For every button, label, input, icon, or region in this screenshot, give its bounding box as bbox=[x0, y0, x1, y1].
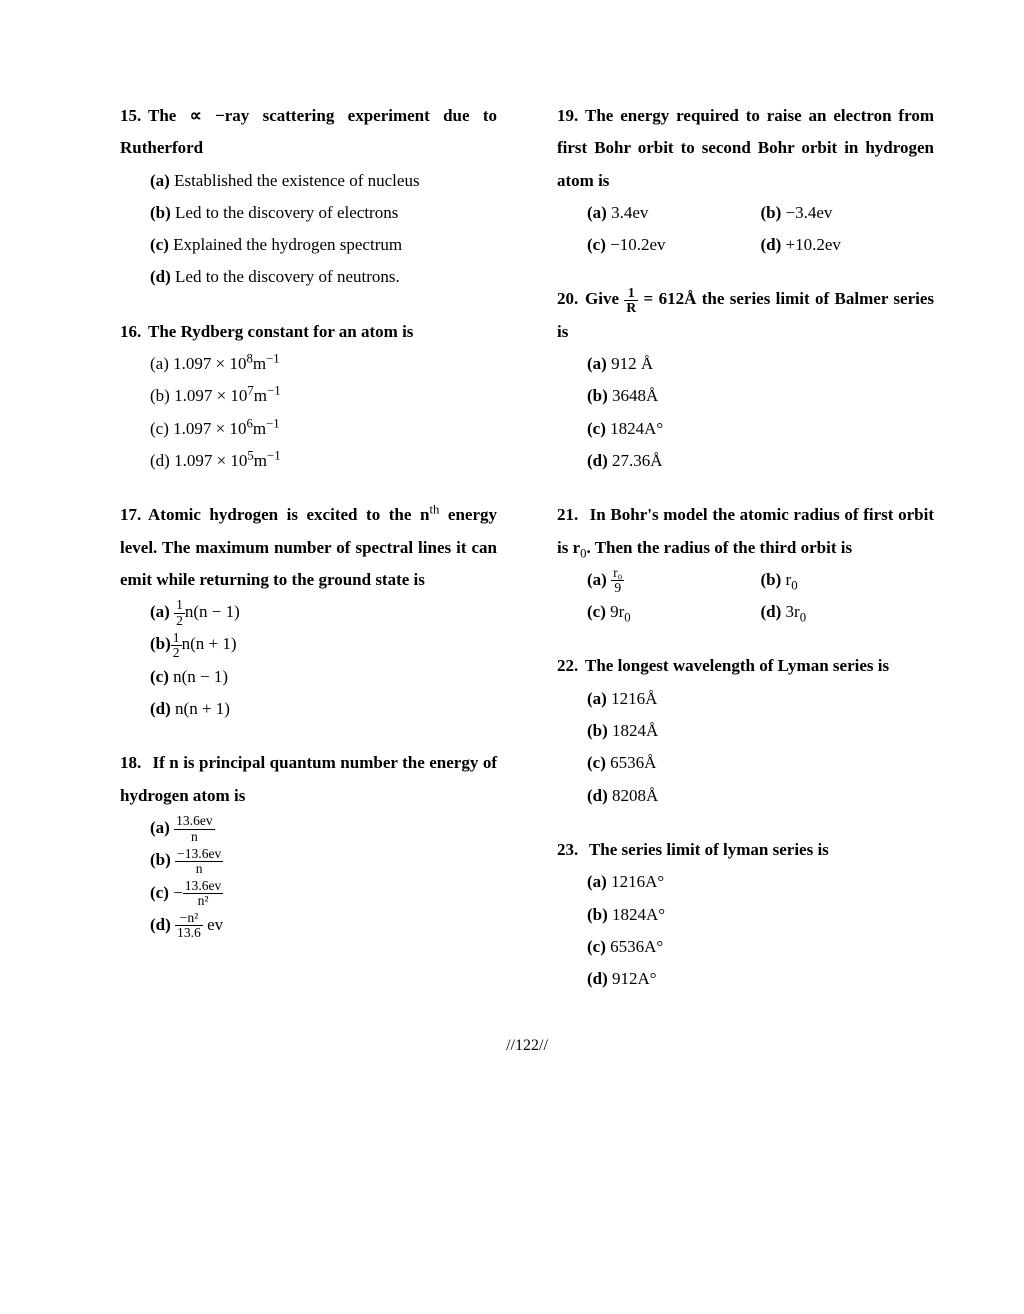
q17-opt-a: (a) 12n(n − 1) bbox=[150, 596, 497, 628]
columns: 15.The ∝ −ray scattering experiment due … bbox=[120, 100, 934, 1017]
right-column: 19.The energy required to raise an elect… bbox=[557, 100, 934, 1017]
q20-opt-b: (b) 3648Å bbox=[587, 380, 934, 412]
q21-options-row1: (a) r₀9 (b) r0 bbox=[557, 564, 934, 596]
page: 15.The ∝ −ray scattering experiment due … bbox=[0, 0, 1024, 1095]
question-18: 18. If n is principal quantum number the… bbox=[120, 747, 497, 941]
q17-options: (a) 12n(n − 1) (b)12n(n + 1) (c) n(n − 1… bbox=[120, 596, 497, 725]
q19-opt-b: (b) −3.4ev bbox=[761, 197, 935, 229]
q20-num: 20. bbox=[557, 283, 585, 315]
q21-opt-b: (b) r0 bbox=[761, 564, 935, 596]
q20-options: (a) 912 Å (b) 3648Å (c) 1824A° (d) 27.36… bbox=[557, 348, 934, 477]
q16-opt-c: (c) 1.097 × 106m−1 bbox=[150, 413, 497, 445]
q21-num: 21. bbox=[557, 499, 585, 531]
q16-opt-d: (d) 1.097 × 105m−1 bbox=[150, 445, 497, 477]
question-20: 20.Give 1R = 612Å the series limit of Ba… bbox=[557, 283, 934, 477]
q23-options: (a) 1216A° (b) 1824A° (c) 6536A° (d) 912… bbox=[557, 866, 934, 995]
q23-opt-d: (d) 912A° bbox=[587, 963, 934, 995]
q16-opt-a: (a) 1.097 × 108m−1 bbox=[150, 348, 497, 380]
q18-stem: 18. If n is principal quantum number the… bbox=[120, 747, 497, 812]
q15-num: 15. bbox=[120, 100, 148, 132]
q17-opt-b: (b)12n(n + 1) bbox=[150, 628, 497, 660]
question-16: 16.The Rydberg constant for an atom is (… bbox=[120, 316, 497, 477]
q15-opt-a: (a) Established the existence of nucleus bbox=[150, 165, 497, 197]
q19-opt-c: (c) −10.2ev bbox=[587, 229, 761, 261]
q23-opt-a: (a) 1216A° bbox=[587, 866, 934, 898]
q15-opt-b: (b) Led to the discovery of electrons bbox=[150, 197, 497, 229]
q17-num: 17. bbox=[120, 499, 148, 531]
q22-opt-d: (d) 8208Å bbox=[587, 780, 934, 812]
q19-opt-d: (d) +10.2ev bbox=[761, 229, 935, 261]
q21-opt-d: (d) 3r0 bbox=[761, 596, 935, 628]
q20-opt-a: (a) 912 Å bbox=[587, 348, 934, 380]
q15-opt-d: (d) Led to the discovery of neutrons. bbox=[150, 261, 497, 293]
q18-options: (a) 13.6evn (b) −13.6evn (c) −13.6evn² (… bbox=[120, 812, 497, 941]
q22-opt-b: (b) 1824Å bbox=[587, 715, 934, 747]
q22-opt-c: (c) 6536Å bbox=[587, 747, 934, 779]
q22-text: The longest wavelength of Lyman series i… bbox=[585, 656, 889, 675]
q19-options-row2: (c) −10.2ev (d) +10.2ev bbox=[557, 229, 934, 261]
q19-text: The energy required to raise an electron… bbox=[557, 106, 934, 190]
q15-opt-c: (c) Explained the hydrogen spectrum bbox=[150, 229, 497, 261]
q15-text: The ∝ −ray scattering experiment due to … bbox=[120, 106, 497, 157]
q23-num: 23. bbox=[557, 834, 585, 866]
q17-opt-d: (d) n(n + 1) bbox=[150, 693, 497, 725]
q20-opt-d: (d) 27.36Å bbox=[587, 445, 934, 477]
q23-text: The series limit of lyman series is bbox=[585, 840, 829, 859]
q16-num: 16. bbox=[120, 316, 148, 348]
q16-stem: 16.The Rydberg constant for an atom is bbox=[120, 316, 497, 348]
q17-stem: 17.Atomic hydrogen is excited to the nth… bbox=[120, 499, 497, 596]
q23-opt-c: (c) 6536A° bbox=[587, 931, 934, 963]
q20-stem: 20.Give 1R = 612Å the series limit of Ba… bbox=[557, 283, 934, 348]
q16-options: (a) 1.097 × 108m−1 (b) 1.097 × 107m−1 (c… bbox=[120, 348, 497, 477]
q19-stem: 19.The energy required to raise an elect… bbox=[557, 100, 934, 197]
question-19: 19.The energy required to raise an elect… bbox=[557, 100, 934, 261]
q21-options-row2: (c) 9r0 (d) 3r0 bbox=[557, 596, 934, 628]
q19-num: 19. bbox=[557, 100, 585, 132]
page-footer: //122// bbox=[120, 1037, 934, 1055]
question-15: 15.The ∝ −ray scattering experiment due … bbox=[120, 100, 497, 294]
q16-text: The Rydberg constant for an atom is bbox=[148, 322, 413, 341]
q21-opt-a: (a) r₀9 bbox=[587, 564, 761, 596]
left-column: 15.The ∝ −ray scattering experiment due … bbox=[120, 100, 497, 1017]
q18-num: 18. bbox=[120, 747, 148, 779]
q22-opt-a: (a) 1216Å bbox=[587, 683, 934, 715]
q18-opt-a: (a) 13.6evn bbox=[150, 812, 497, 844]
q22-num: 22. bbox=[557, 650, 585, 682]
q21-stem: 21. In Bohr's model the atomic radius of… bbox=[557, 499, 934, 564]
question-17: 17.Atomic hydrogen is excited to the nth… bbox=[120, 499, 497, 725]
q19-opt-a: (a) 3.4ev bbox=[587, 197, 761, 229]
q19-options-row1: (a) 3.4ev (b) −3.4ev bbox=[557, 197, 934, 229]
q17-text1: Atomic hydrogen is excited to the n bbox=[148, 505, 429, 524]
q23-opt-b: (b) 1824A° bbox=[587, 899, 934, 931]
question-22: 22.The longest wavelength of Lyman serie… bbox=[557, 650, 934, 811]
q22-stem: 22.The longest wavelength of Lyman serie… bbox=[557, 650, 934, 682]
q18-text: If n is principal quantum number the ene… bbox=[120, 753, 497, 804]
q18-opt-d: (d) −n²13.6 ev bbox=[150, 909, 497, 941]
q15-options: (a) Established the existence of nucleus… bbox=[120, 165, 497, 294]
q18-opt-b: (b) −13.6evn bbox=[150, 844, 497, 876]
q22-options: (a) 1216Å (b) 1824Å (c) 6536Å (d) 8208Å bbox=[557, 683, 934, 812]
q23-stem: 23. The series limit of lyman series is bbox=[557, 834, 934, 866]
q15-stem: 15.The ∝ −ray scattering experiment due … bbox=[120, 100, 497, 165]
question-23: 23. The series limit of lyman series is … bbox=[557, 834, 934, 995]
q20-opt-c: (c) 1824A° bbox=[587, 413, 934, 445]
question-21: 21. In Bohr's model the atomic radius of… bbox=[557, 499, 934, 628]
q16-opt-b: (b) 1.097 × 107m−1 bbox=[150, 380, 497, 412]
q18-opt-c: (c) −13.6evn² bbox=[150, 877, 497, 909]
q17-opt-c: (c) n(n − 1) bbox=[150, 661, 497, 693]
q21-opt-c: (c) 9r0 bbox=[587, 596, 761, 628]
